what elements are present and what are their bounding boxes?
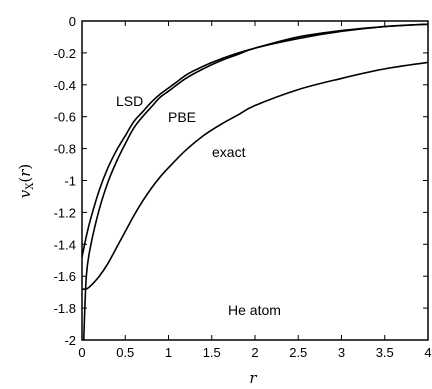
x-tick-label: 0 [78,345,85,360]
series-line-lsd [81,23,429,258]
x-tick-label: 2.5 [289,345,307,360]
y-tick-label: -0.8 [54,142,76,157]
annotation-he-atom: He atom [228,302,281,318]
y-tick-label: -1.6 [54,269,76,284]
y-tick-label: -1.8 [54,301,76,316]
y-tick-label: -0.4 [54,78,76,93]
y-tick-label: -1.2 [54,205,76,220]
x-tick-label: 1.5 [203,345,221,360]
annotation-pbe: PBE [168,109,196,125]
series-line-pbe [82,23,429,341]
x-tick-label: 1 [165,345,172,360]
series-line-exact [81,61,429,290]
y-tick-label: 0 [69,14,76,29]
tick-labels: 0 0.5 1 1.5 2 2.5 3 3.5 4 0 -0.2 -0.4 -0.6 -0.8 -1 -1.2… [54,14,432,360]
plot-frame [81,20,429,341]
x-axis-title-text: r [249,369,257,387]
annotation-lsd: LSD [116,93,143,109]
x-tick-label: 3.5 [376,345,394,360]
y-tick-label: -0.6 [54,110,76,125]
curves [81,23,429,341]
x-tick-label: 0.5 [116,345,134,360]
y-tick-label: -0.2 [54,46,76,61]
y-tick-label: -1 [64,174,76,189]
x-tick-label: 3 [338,345,345,360]
y-tick-label: -2 [64,333,76,348]
annotation-exact: exact [212,144,246,160]
y-tick-label: -1.4 [54,237,76,252]
x-tick-label: 2 [251,345,258,360]
y-axis-title: vX(r) [16,164,36,199]
x-tick-label: 4 [424,345,431,360]
ticks [81,20,429,341]
x-axis-title: r [249,369,257,387]
